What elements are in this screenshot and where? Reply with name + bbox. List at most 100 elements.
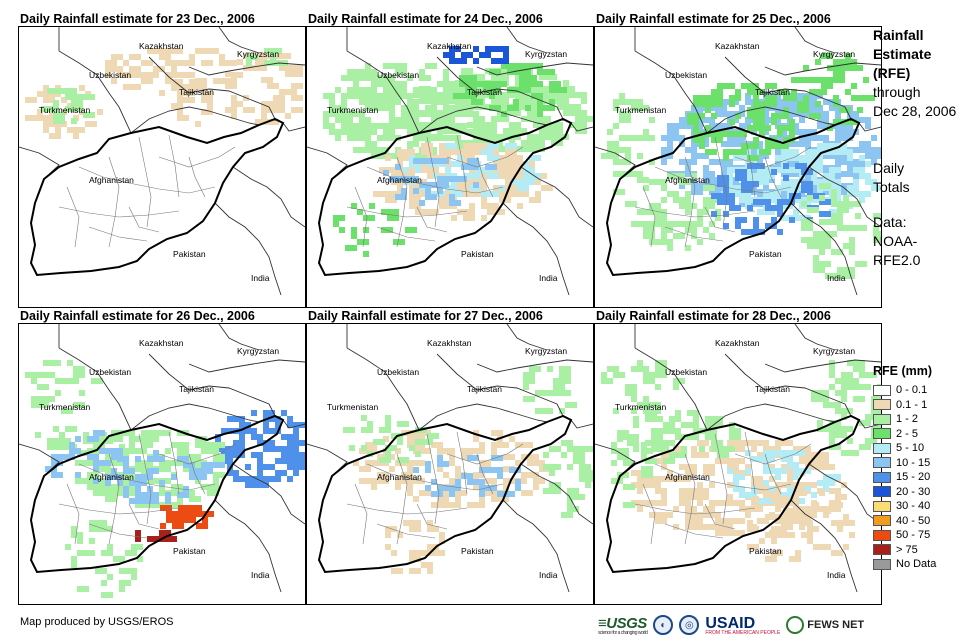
rainfall-cell <box>521 146 533 152</box>
rainfall-cell <box>637 99 643 105</box>
rainfall-cell <box>627 434 639 440</box>
rainfall-cell <box>783 107 789 113</box>
rainfall-cell <box>497 442 509 448</box>
rainfall-cell <box>549 87 555 93</box>
rainfall-cell <box>93 442 99 448</box>
rainfall-cell <box>79 390 85 396</box>
country-boundary <box>148 56 276 120</box>
rainfall-cell <box>202 517 208 523</box>
rainfall-cell <box>711 89 723 95</box>
rainfall-cell <box>679 203 685 209</box>
rainfall-cell <box>613 123 619 129</box>
rainfall-cell <box>105 490 111 496</box>
rainfall-cell <box>425 158 437 164</box>
rainfall-cell <box>371 105 377 111</box>
rainfall-cell <box>833 71 839 77</box>
rainfall-cell <box>99 478 105 484</box>
province-boundary <box>734 146 812 168</box>
rainfall-cell <box>733 446 745 452</box>
rainfall-cell <box>329 129 335 135</box>
province-boundary <box>654 166 792 194</box>
rainfall-cell <box>679 488 685 494</box>
rainfall-cell <box>129 436 141 442</box>
rainfall-cell <box>793 197 805 203</box>
rainfall-cell <box>213 48 219 54</box>
rainfall-cell <box>817 155 823 161</box>
rainfall-cell <box>679 183 685 189</box>
rainfall-cell <box>455 80 461 86</box>
rainfall-cell <box>509 92 521 98</box>
country-label-india: India <box>539 273 558 283</box>
rainfall-cell <box>721 105 727 111</box>
rainfall-cell <box>675 416 681 422</box>
rainfall-cell <box>25 115 37 121</box>
rainfall-cell <box>31 396 43 402</box>
rainfall-cell <box>252 54 258 60</box>
rainfall-cell <box>73 402 85 408</box>
rainfall-cell <box>765 514 777 520</box>
rainfall-cell <box>825 243 831 249</box>
rainfall-cell <box>437 182 443 188</box>
rainfall-cell <box>753 496 759 502</box>
rainfall-cell <box>711 131 717 137</box>
rainfall-cell <box>865 161 871 167</box>
province-boundary <box>108 453 120 545</box>
country-label-tajikistan: Tajikistan <box>179 384 214 394</box>
rainfall-cell <box>739 470 745 476</box>
rainfall-cell <box>165 48 171 54</box>
rainfall-cell <box>857 95 863 101</box>
rainfall-cell <box>479 442 485 448</box>
rainfall-cell <box>227 458 233 464</box>
rainfall-cell <box>377 472 389 478</box>
rainfall-cell <box>541 408 553 414</box>
rainfall-cell <box>753 544 759 550</box>
rainfall-cell <box>757 452 763 458</box>
rainfall-cell <box>43 360 55 366</box>
rainfall-cell <box>809 89 815 95</box>
rainfall-cell <box>335 117 341 123</box>
country-label-afghanistan: Afghanistan <box>377 472 422 482</box>
rainfall-cell <box>795 514 807 520</box>
rainfall-cell <box>347 123 359 129</box>
rainfall-cell <box>729 428 741 434</box>
rainfall-cell <box>361 445 367 451</box>
rainfall-cell <box>391 526 397 532</box>
rainfall-cell <box>451 215 457 221</box>
rainfall-cell <box>865 438 877 444</box>
rainfall-cell <box>201 78 207 84</box>
rainfall-cell <box>781 155 787 161</box>
rainfall-cell <box>751 440 757 446</box>
rainfall-cell <box>793 506 805 512</box>
rainfall-cell <box>147 60 153 66</box>
rainfall-cell <box>67 378 79 384</box>
rainfall-cell <box>409 445 415 451</box>
rainfall-cell <box>111 66 117 72</box>
rainfall-cell <box>137 544 143 550</box>
rainfall-cell <box>753 229 765 235</box>
rainfall-cell <box>365 63 371 69</box>
rainfall-cell <box>511 179 523 185</box>
rainfall-cell <box>457 155 463 161</box>
rainfall-cell <box>859 159 865 165</box>
rainfall-cell <box>823 402 829 408</box>
rainfall-cell <box>649 221 661 227</box>
rainfall-cell <box>213 484 219 490</box>
rainfall-cell <box>661 147 667 153</box>
rainfall-cell <box>473 479 479 485</box>
rainfall-cell <box>189 496 201 502</box>
rainfall-cell <box>465 81 471 87</box>
rainfall-cell <box>643 185 649 191</box>
country-boundary <box>130 403 260 431</box>
rainfall-cell <box>619 117 631 123</box>
rainfall-cell <box>497 98 509 104</box>
legend-swatch <box>873 413 891 425</box>
legend-item: 50 - 75 <box>873 528 973 543</box>
rainfall-cell <box>539 478 545 484</box>
legend-item: 1 - 2 <box>873 412 973 427</box>
rainfall-cell <box>401 176 407 182</box>
rainfall-cell <box>699 113 705 119</box>
country-label-pakistan: Pakistan <box>461 546 494 556</box>
rainfall-cell <box>661 372 667 378</box>
rainfall-cell <box>733 518 745 524</box>
rainfall-cell <box>405 227 417 233</box>
